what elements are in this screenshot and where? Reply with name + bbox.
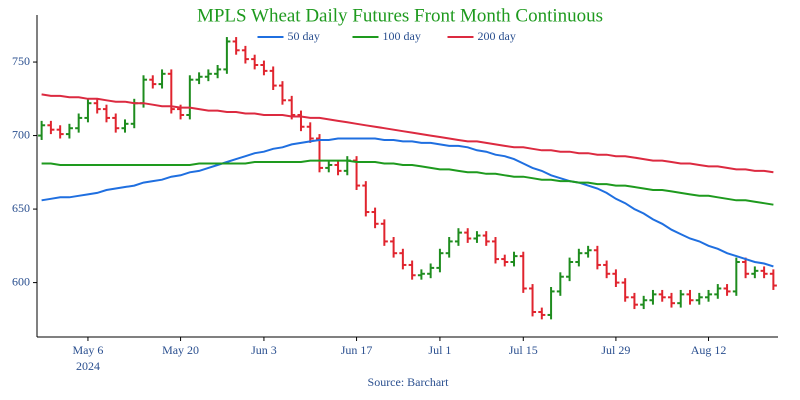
x-tick-label: Jul 15: [509, 343, 538, 357]
x-tick-label: Jun 3: [251, 343, 277, 357]
ma-line: [41, 93, 774, 174]
x-tick-label: May 20: [162, 343, 199, 357]
x-tick-label: Jul 1: [428, 343, 451, 357]
x-sublabel: 2024: [76, 359, 100, 373]
legend-label: 50 day: [288, 29, 320, 43]
y-tick-label: 700: [12, 127, 30, 141]
y-tick-label: 600: [12, 274, 30, 288]
chart-title: MPLS Wheat Daily Futures Front Month Con…: [197, 5, 603, 26]
source: Source: Barchart: [368, 375, 450, 389]
ma-line: [41, 137, 774, 268]
ma-line: [41, 159, 774, 206]
x-tick-label: Jul 29: [601, 343, 630, 357]
x-tick-label: Jun 17: [341, 343, 373, 357]
x-tick-label: May 6: [72, 343, 103, 357]
y-tick-label: 750: [12, 54, 30, 68]
legend-label: 100 day: [383, 29, 421, 43]
x-tick-label: Aug 12: [691, 343, 727, 357]
y-tick-label: 650: [12, 201, 30, 215]
legend-label: 200 day: [478, 29, 516, 43]
